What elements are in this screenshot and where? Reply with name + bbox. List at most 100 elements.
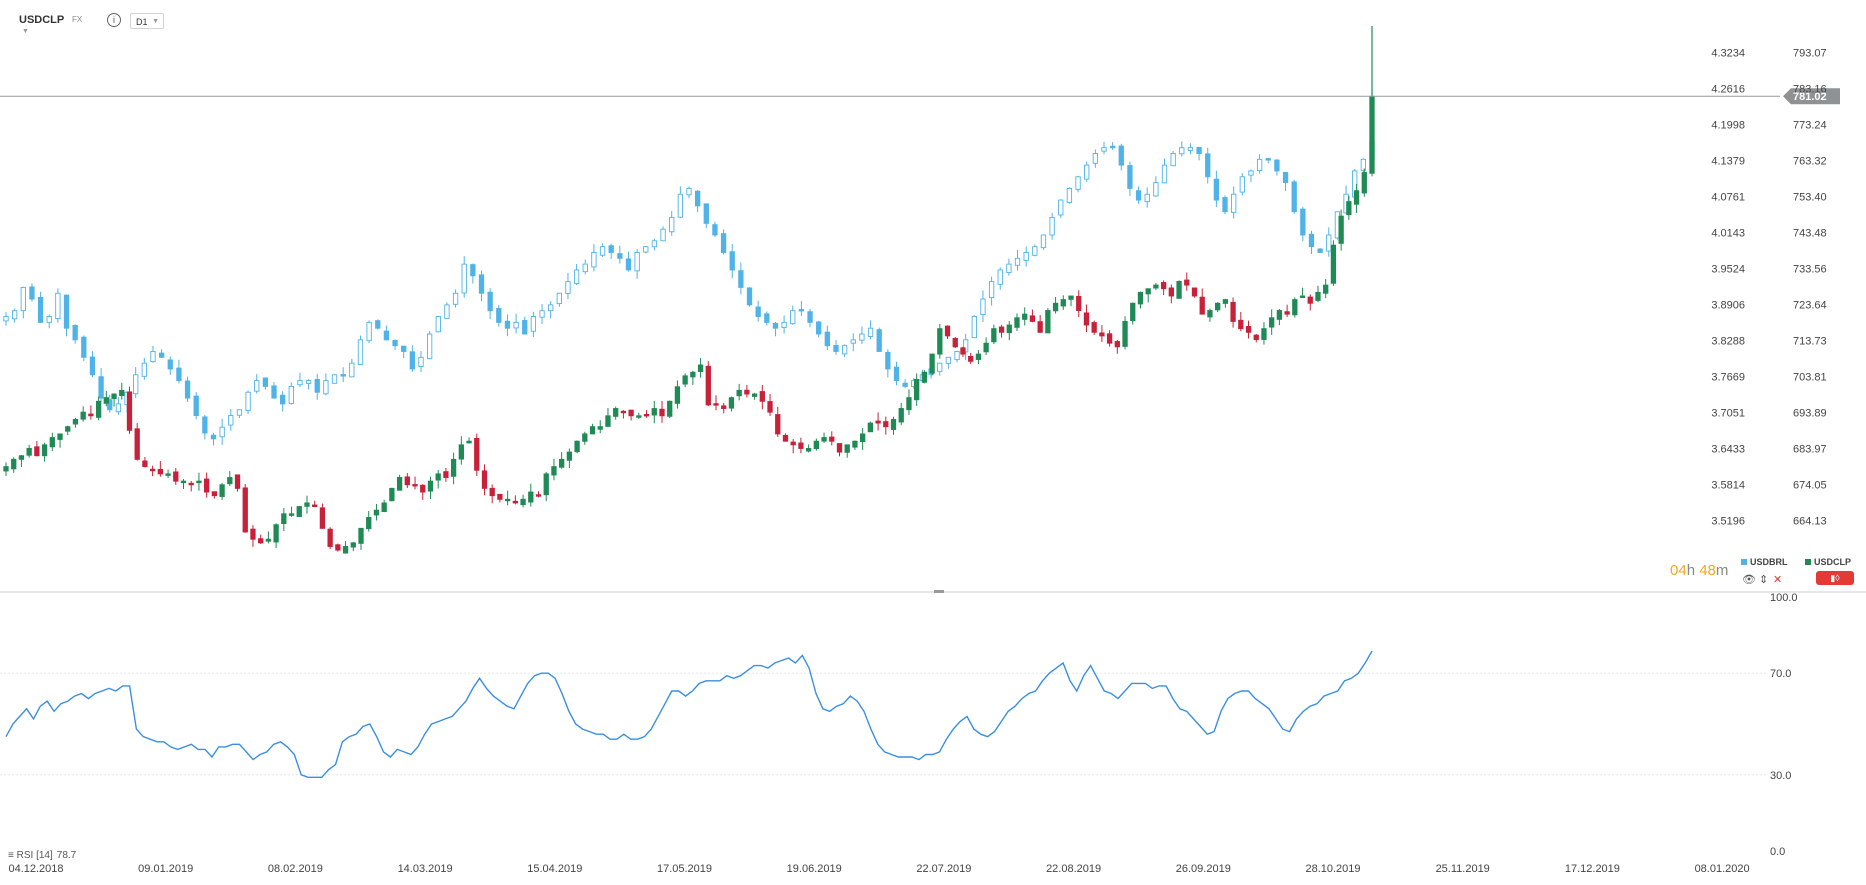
clp-candle [180, 480, 187, 484]
right-tick-label: 783.16 [1793, 83, 1827, 95]
brl-candle [349, 362, 355, 378]
left-tick-label: 4.1998 [1711, 119, 1745, 131]
brl-candle [530, 316, 537, 332]
clp-candle [26, 448, 32, 456]
clp-candle [34, 446, 40, 457]
clp-candle [836, 443, 843, 453]
sort-arrows-icon[interactable]: ⇕ [1759, 574, 1769, 586]
brl-candle [1231, 193, 1237, 213]
brl-candle [1118, 145, 1124, 166]
clp-candle [1106, 333, 1113, 344]
brl-candle [426, 333, 433, 360]
clp-candle [844, 444, 850, 453]
clp-candle [1269, 317, 1275, 328]
brl-candle [1196, 146, 1202, 154]
countdown-hours: 04 [1670, 562, 1687, 579]
clp-candle [111, 393, 117, 399]
brl-candle [271, 385, 277, 399]
brl-candle [1127, 165, 1133, 189]
clp-candle [196, 480, 202, 484]
brl-candle [323, 380, 329, 395]
brl-candle [1040, 234, 1047, 249]
brl-candle [720, 233, 727, 253]
close-icon[interactable]: ✕ [1773, 574, 1783, 586]
clp-candle [983, 342, 989, 353]
timeframe-value: D1 [136, 17, 148, 27]
brl-candle [1032, 246, 1038, 256]
brl-candle [107, 399, 113, 411]
info-icon[interactable]: i [107, 13, 121, 27]
clp-candle [1238, 319, 1244, 330]
brl-candle [807, 311, 813, 323]
left-tick-label: 3.8906 [1711, 300, 1745, 312]
clp-candle [1122, 320, 1128, 347]
brl-candle [755, 306, 761, 317]
clp-candle [1045, 310, 1051, 334]
clp-candle [80, 411, 86, 420]
clp-candle [281, 513, 287, 525]
brl-candle [254, 380, 260, 392]
indicator-icon: ≡ [8, 850, 17, 861]
eye-icon[interactable]: 👁︎ [1742, 574, 1756, 586]
brl-candle [444, 304, 450, 319]
clp-candle [597, 426, 603, 430]
brl-candle [184, 380, 191, 399]
clp-candle [937, 328, 943, 355]
time-tick-label: 14.03.2019 [398, 863, 453, 875]
brl-candle [1161, 164, 1168, 184]
brl-candle [651, 240, 658, 248]
clp-candle [1261, 328, 1267, 340]
brl-candle [1187, 147, 1194, 151]
brl-candle [1075, 176, 1081, 190]
timeframe-select[interactable]: D1 ▼ [130, 13, 164, 29]
clp-candle [574, 440, 580, 453]
clp-candle [3, 466, 9, 472]
brl-candle [340, 374, 346, 377]
clp-candle [381, 502, 387, 512]
clp-candle [767, 401, 773, 413]
brl-candle [63, 294, 70, 329]
clp-candle [173, 471, 179, 482]
brl-candle [1049, 217, 1055, 236]
clp-candle [798, 442, 804, 449]
brl-candle [513, 321, 519, 329]
series-settings-button[interactable]: ▮◊ [1816, 571, 1854, 585]
brl-candle [1326, 234, 1332, 252]
brl-candle [963, 339, 969, 353]
brl-candle [1360, 158, 1367, 171]
clp-candle [165, 473, 171, 476]
left-tick-label: 3.5814 [1711, 480, 1745, 492]
brl-candle [677, 193, 684, 218]
clp-candle [898, 408, 904, 423]
brl-candle [305, 380, 312, 384]
brl-candle [167, 359, 173, 370]
clp-candle [427, 480, 434, 492]
left-tick-label: 3.8288 [1711, 336, 1745, 348]
brl-candle [470, 264, 476, 277]
symbol-label[interactable]: USDCLP [19, 14, 65, 26]
symbol-dropdown-icon[interactable]: ▼ [22, 28, 29, 35]
legend-usdbrl[interactable]: USDBRL [1741, 557, 1788, 567]
clp-candle [157, 468, 164, 475]
clp-candle [443, 471, 449, 478]
brl-candle [1239, 176, 1245, 193]
clp-candle [1353, 190, 1360, 205]
brl-candle [703, 203, 709, 224]
clp-candle [119, 389, 125, 396]
chevron-down-icon: ▼ [152, 18, 159, 25]
brl-candle [331, 374, 338, 384]
clp-candle [1361, 172, 1367, 194]
clp-candle [497, 493, 503, 500]
clp-candle [667, 400, 673, 417]
pane-resize-handle[interactable] [934, 590, 944, 593]
clp-candle [890, 418, 897, 430]
clp-candle [620, 410, 627, 414]
clp-candle [481, 470, 488, 489]
rsi-value: 78.7 [56, 850, 77, 861]
legend-usdclp[interactable]: USDCLP [1805, 557, 1851, 567]
time-tick-label: 04.12.2018 [8, 863, 63, 875]
left-tick-label: 3.5196 [1711, 516, 1745, 528]
clp-candle [659, 408, 665, 417]
brl-candle [790, 310, 796, 325]
